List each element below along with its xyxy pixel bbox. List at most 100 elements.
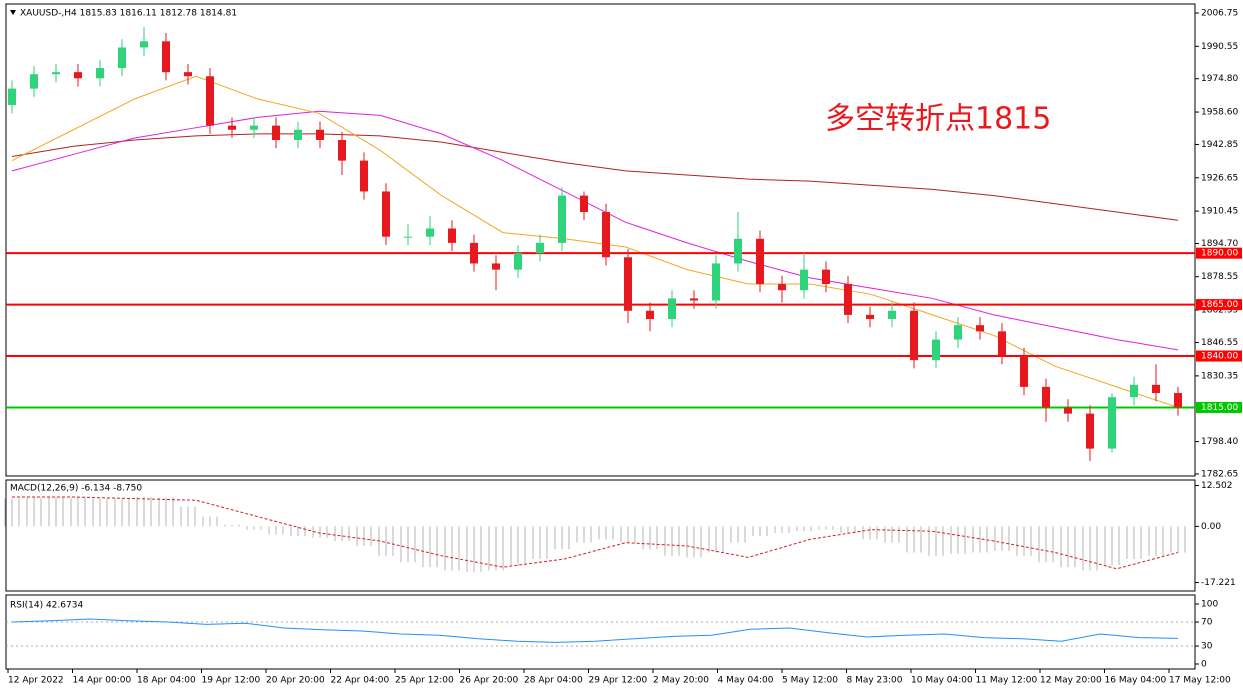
macd-panel: [5, 479, 1196, 592]
candle-body: [426, 228, 434, 237]
x-tick-label: 10 May 04:00: [911, 676, 973, 686]
y-tick-label: 1974.80: [1201, 74, 1238, 84]
y-tick-label: 1878.55: [1201, 272, 1238, 282]
candle-body: [690, 298, 698, 301]
x-tick-label: 12 Apr 2022: [8, 676, 64, 686]
x-tick-label: 2 May 20:00: [653, 676, 709, 686]
candle-body: [338, 140, 346, 161]
candle-body: [756, 238, 764, 285]
candle-body: [800, 269, 808, 291]
candle-body: [514, 253, 522, 270]
candle-body: [118, 47, 126, 69]
x-tick-label: 18 Apr 04:00: [137, 676, 196, 686]
candle-body: [668, 298, 676, 319]
candle-body: [1130, 384, 1138, 398]
candle-body: [998, 331, 1006, 357]
level-label: 1815.00: [1201, 403, 1238, 413]
x-tick-label: 12 May 20:00: [1040, 676, 1102, 686]
candle-body: [1042, 386, 1050, 408]
y-tick-label: 1830.35: [1201, 371, 1238, 381]
x-tick-label: 28 Apr 04:00: [524, 676, 583, 686]
level-label-box: [1196, 350, 1242, 362]
candle-body: [888, 310, 896, 319]
x-tick-label: 16 May 04:00: [1105, 676, 1167, 686]
symbol-icon: [10, 10, 16, 15]
candle-body: [492, 263, 500, 270]
level-label: 1840.00: [1201, 352, 1238, 362]
candle-body: [272, 125, 280, 141]
x-tick-label: 8 May 23:00: [847, 676, 903, 686]
y-tick-label: 1846.55: [1201, 338, 1238, 348]
y-tick-label: 1958.60: [1201, 108, 1238, 118]
candle-body: [96, 68, 104, 79]
candle-body: [954, 325, 962, 340]
rsi-line: [11, 618, 1179, 643]
level-label-box: [1196, 401, 1242, 413]
x-tick-label: 22 Apr 04:00: [331, 676, 390, 686]
x-tick-label: 26 Apr 20:00: [460, 676, 519, 686]
candle-body: [1108, 397, 1116, 449]
candle-body: [624, 257, 632, 311]
candle-body: [734, 238, 742, 264]
y-tick-label: 100: [1201, 600, 1218, 610]
candle-body: [74, 72, 82, 79]
candle-body: [602, 212, 610, 258]
x-tick-label: 17 May 12:00: [1169, 676, 1231, 686]
candle-body: [1020, 356, 1028, 387]
candle-body: [778, 284, 786, 291]
level-label: 1865.00: [1201, 300, 1238, 310]
candle-body: [536, 242, 544, 254]
moving-average: [11, 110, 1179, 351]
candle-body: [162, 41, 170, 73]
candle-body: [1174, 393, 1182, 408]
candle-body: [844, 284, 852, 315]
candle-body: [382, 191, 390, 237]
candle-body: [1086, 413, 1094, 449]
x-tick-label: 25 Apr 12:00: [395, 676, 454, 686]
y-tick-label: 1990.55: [1201, 42, 1238, 52]
candle-body: [866, 314, 874, 319]
main-panel: [5, 3, 1196, 477]
y-tick-label: 0.00: [1201, 522, 1221, 532]
candle-body: [1152, 384, 1160, 394]
candle-body: [558, 195, 566, 243]
candle-body: [932, 339, 940, 361]
y-tick-label: 12.502: [1201, 481, 1233, 491]
candle-body: [140, 41, 148, 48]
level-label: 1890.00: [1201, 249, 1238, 259]
x-tick-label: 29 Apr 12:00: [589, 676, 648, 686]
candle-body: [360, 160, 368, 192]
moving-average: [11, 133, 1179, 221]
candle-body: [910, 310, 918, 361]
y-tick-label: 30: [1201, 642, 1213, 652]
rsi-panel: [5, 594, 1196, 670]
y-tick-label: 1894.70: [1201, 239, 1238, 249]
x-tick-label: 19 Apr 12:00: [202, 676, 261, 686]
x-tick-label: 4 May 04:00: [718, 676, 774, 686]
level-label-box: [1196, 299, 1242, 311]
y-tick-label: 1782.65: [1201, 470, 1238, 480]
chart-title: XAUUSD-,H4 1815.83 1816.11 1812.78 1814.…: [20, 9, 237, 19]
macd-signal: [12, 496, 1179, 570]
candle-body: [250, 125, 258, 130]
candle-body: [646, 310, 654, 319]
annotation: 多空转折点1815: [825, 102, 1051, 137]
candle-body: [822, 269, 830, 285]
candle-body: [316, 129, 324, 141]
y-tick-label: 0: [1201, 660, 1207, 670]
macd-title: MACD(12,26,9) -6.134 -8.750: [10, 484, 142, 494]
x-tick-label: 11 May 12:00: [976, 676, 1038, 686]
candle-body: [294, 129, 302, 141]
y-tick-label: 70: [1201, 618, 1213, 628]
y-tick-label: 2006.75: [1201, 9, 1238, 19]
candle-body: [470, 242, 478, 264]
candle-body: [206, 76, 214, 126]
candle-body: [184, 72, 192, 77]
candle-body: [404, 236, 412, 238]
y-tick-label: -17.221: [1201, 578, 1236, 588]
y-tick-label: 1862.35: [1201, 306, 1238, 316]
candle-body: [1064, 407, 1072, 414]
y-tick-label: 1926.65: [1201, 173, 1238, 183]
